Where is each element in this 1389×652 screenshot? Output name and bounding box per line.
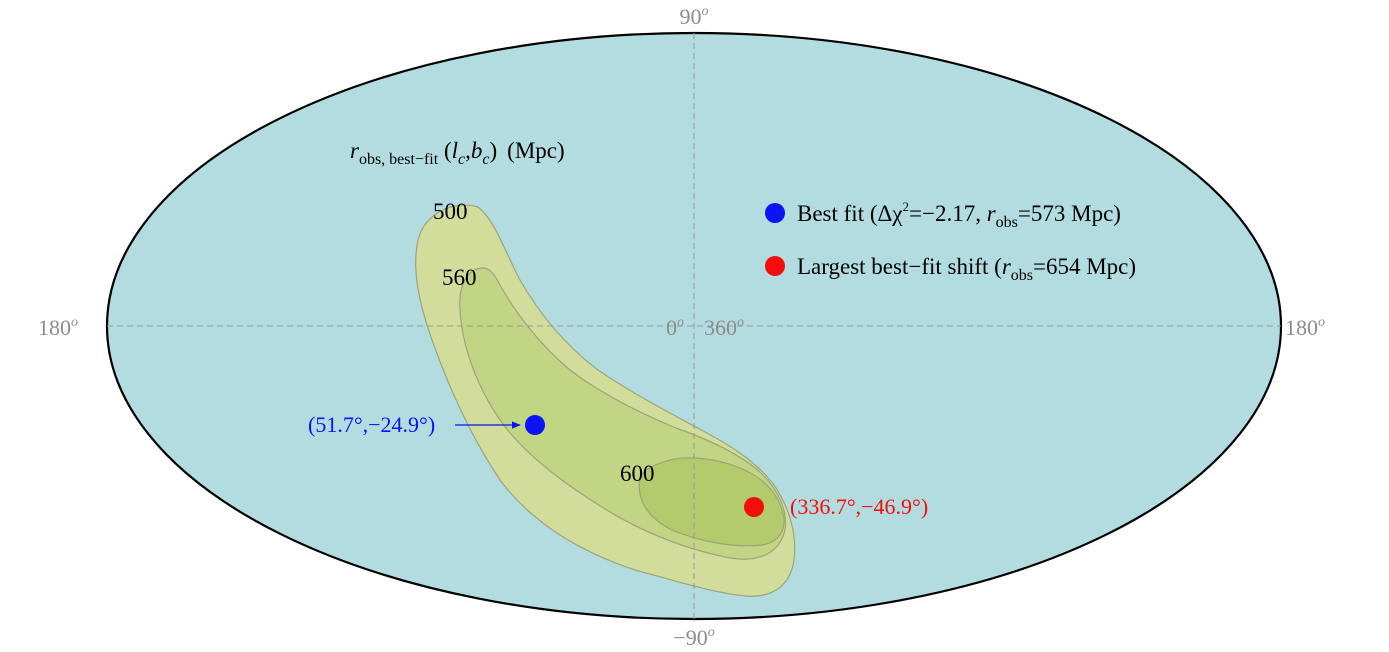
legend-largest-shift-label: Largest best−fit shift (robs=654 Mpc) [797, 254, 1136, 284]
contour-label-560: 560 [442, 265, 477, 290]
largest-shift-coord-label: (336.7°,−46.9°) [790, 494, 928, 519]
legend-largest-shift-marker [765, 256, 785, 276]
axis-labels: 90o −90o 180o 180o 0o 360o [38, 4, 1325, 650]
contour-600-region [638, 457, 785, 547]
graticule [107, 33, 1281, 619]
contour-label-600: 600 [620, 461, 655, 486]
axis-label-center-right: 360o [704, 315, 744, 340]
legend: Best fit (Δχ2=−2.17, robs=573 Mpc) Large… [765, 199, 1136, 284]
best-fit-coord-label: (51.7°,−24.9°) [308, 412, 435, 437]
axis-label-top: 90o [680, 4, 709, 29]
legend-best-fit-label: Best fit (Δχ2=−2.17, robs=573 Mpc) [797, 199, 1121, 231]
axis-label-bottom: −90o [673, 625, 714, 650]
contour-label-500: 500 [433, 199, 468, 224]
legend-best-fit-marker [765, 203, 785, 223]
map-title: robs, best−fit (lc,bc) (Mpc) [350, 138, 565, 168]
best-fit-point [525, 415, 545, 435]
axis-label-left: 180o [38, 315, 78, 340]
largest-shift-point [744, 497, 764, 517]
axis-label-right: 180o [1285, 315, 1325, 340]
contour-regions [415, 204, 796, 597]
axis-label-center-left: 0o [666, 315, 684, 340]
